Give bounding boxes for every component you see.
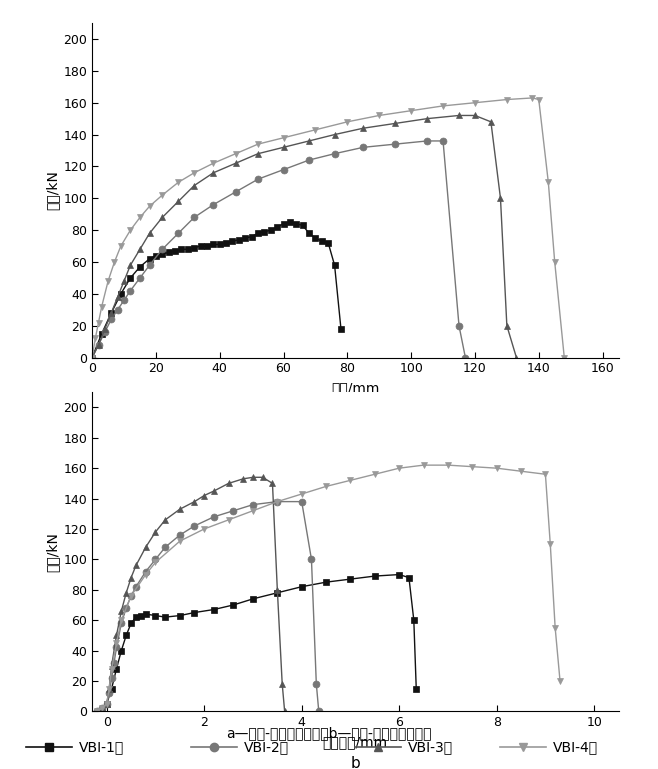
X-axis label: 端部滑移/mm: 端部滑移/mm bbox=[323, 734, 388, 749]
Text: VBI-2；: VBI-2； bbox=[243, 741, 289, 754]
Text: VBI-4。: VBI-4。 bbox=[553, 741, 598, 754]
Text: a—荷载-跨中挠度曲线；b—荷载-端部滑移曲线。: a—荷载-跨中挠度曲线；b—荷载-端部滑移曲线。 bbox=[226, 726, 432, 740]
Text: b: b bbox=[351, 756, 360, 769]
Y-axis label: 荷载/kN: 荷载/kN bbox=[45, 532, 59, 571]
Text: a: a bbox=[351, 401, 360, 416]
Text: VBI-3；: VBI-3； bbox=[408, 741, 453, 754]
Text: VBI-1；: VBI-1； bbox=[79, 741, 124, 754]
Y-axis label: 荷载/kN: 荷载/kN bbox=[45, 171, 59, 210]
X-axis label: 挠度/mm: 挠度/mm bbox=[331, 381, 380, 395]
